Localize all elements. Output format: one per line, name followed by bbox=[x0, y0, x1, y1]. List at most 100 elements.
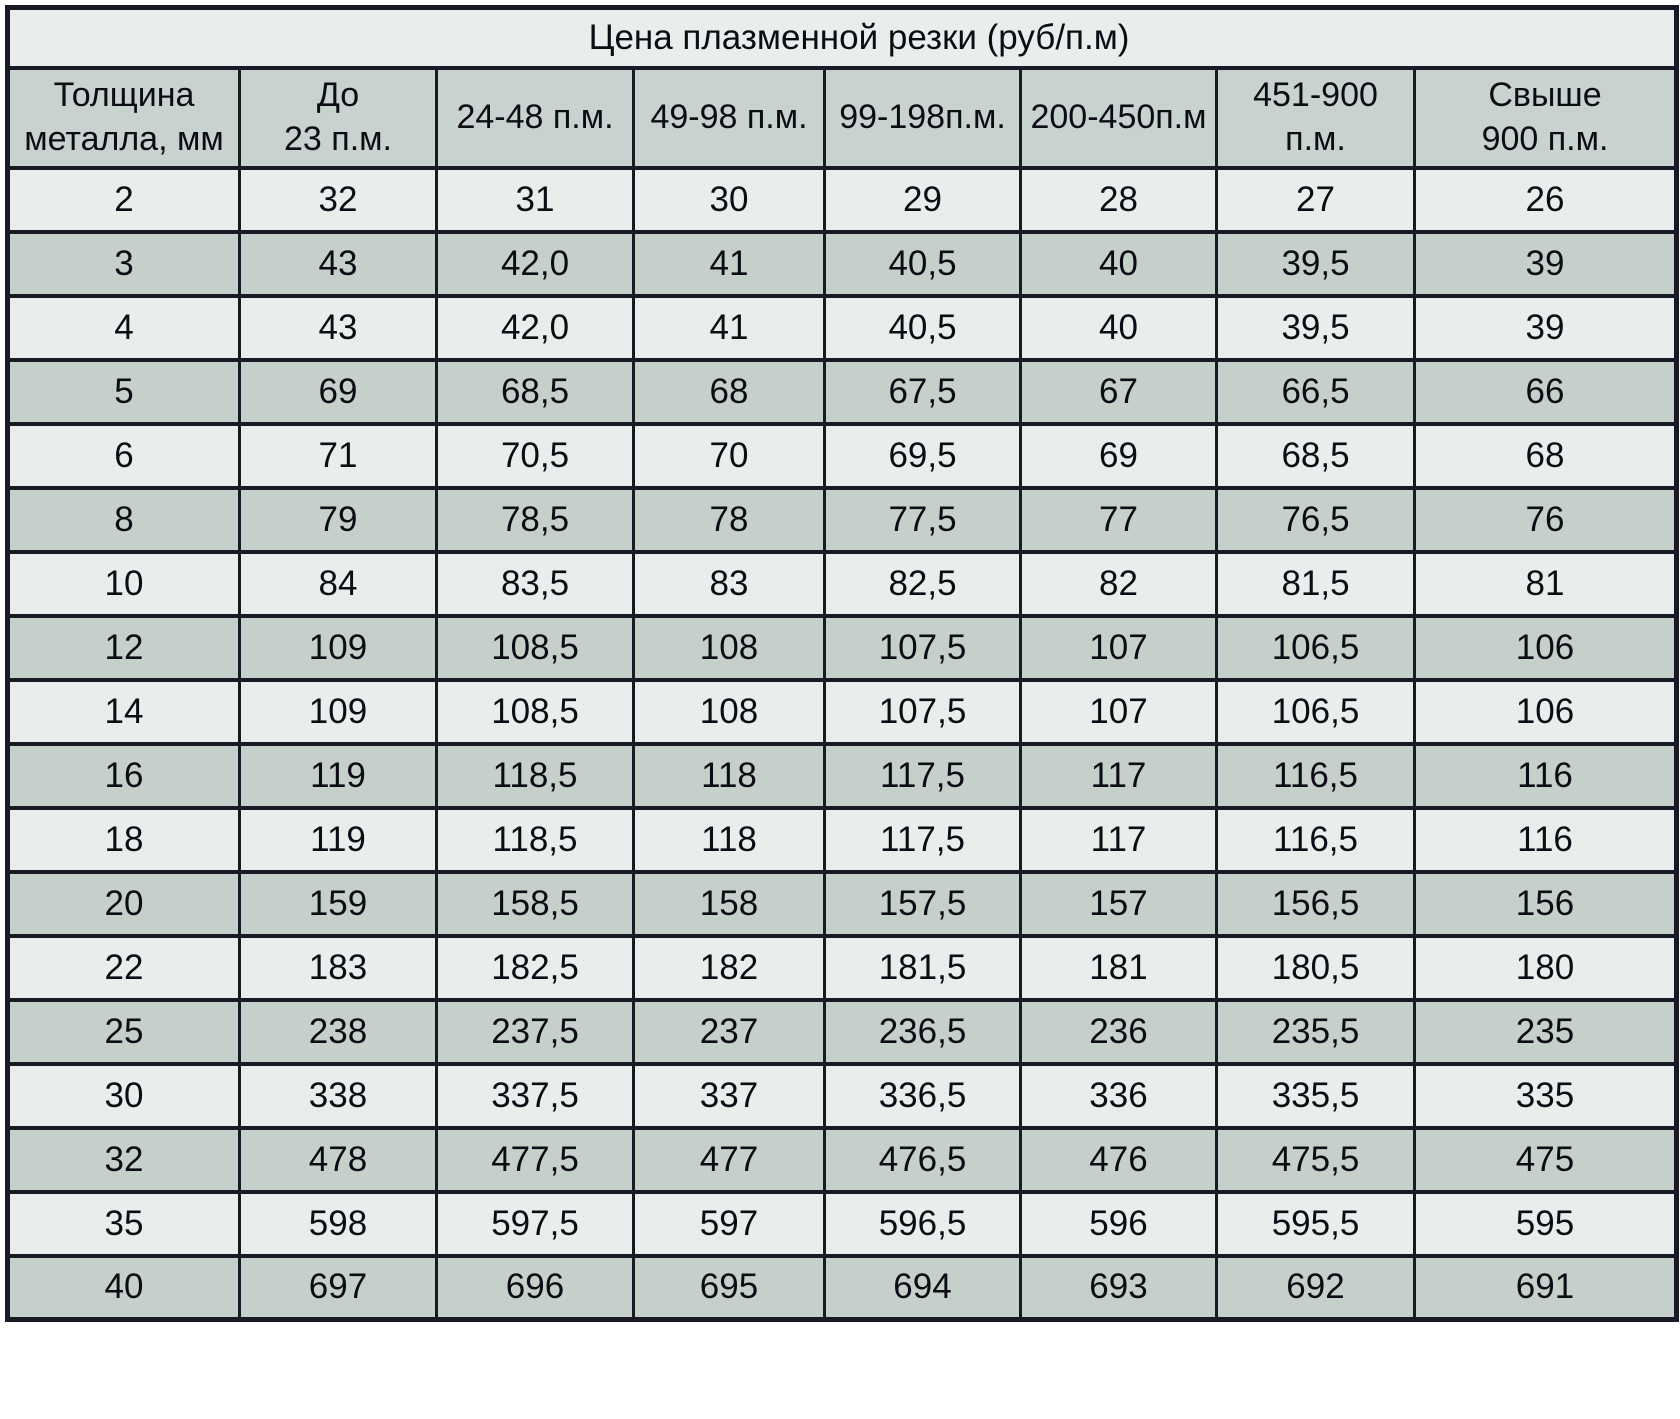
thickness-cell: 40 bbox=[6, 1253, 241, 1322]
price-cell: 39,5 bbox=[1215, 293, 1416, 362]
table-row: 20 159 158,5 158 157,5 157 156,5 156 bbox=[6, 869, 1679, 938]
thickness-cell: 35 bbox=[6, 1189, 241, 1258]
price-cell: 40 bbox=[1019, 229, 1218, 298]
table-row: 30 338 337,5 337 336,5 336 335,5 335 bbox=[6, 1061, 1679, 1130]
price-cell: 475 bbox=[1412, 1125, 1679, 1194]
table-row: 40 697 696 695 694 693 692 691 bbox=[6, 1253, 1679, 1322]
price-cell: 107,5 bbox=[823, 613, 1022, 682]
thickness-cell: 22 bbox=[6, 933, 241, 1002]
price-cell: 181,5 bbox=[823, 933, 1022, 1002]
price-cell: 82,5 bbox=[823, 549, 1022, 618]
column-header-upto-23: До 23 п.м. bbox=[238, 65, 438, 170]
price-cell: 39 bbox=[1412, 293, 1679, 362]
price-cell: 71 bbox=[238, 421, 438, 490]
price-cell: 157,5 bbox=[823, 869, 1022, 938]
thickness-cell: 32 bbox=[6, 1125, 241, 1194]
price-cell: 70,5 bbox=[435, 421, 635, 490]
column-header-24-48: 24-48 п.м. bbox=[435, 65, 635, 170]
price-cell: 182,5 bbox=[435, 933, 635, 1002]
price-cell: 30 bbox=[632, 165, 826, 234]
price-cell: 693 bbox=[1019, 1253, 1218, 1322]
price-table: Цена плазменной резки (руб/п.м) Толщина … bbox=[5, 5, 1680, 1322]
price-cell: 598 bbox=[238, 1189, 438, 1258]
price-cell: 238 bbox=[238, 997, 438, 1066]
price-cell: 43 bbox=[238, 293, 438, 362]
table-row: 2 32 31 30 29 28 27 26 bbox=[6, 165, 1679, 234]
price-cell: 159 bbox=[238, 869, 438, 938]
price-cell: 118,5 bbox=[435, 741, 635, 810]
price-cell: 116,5 bbox=[1215, 741, 1416, 810]
price-cell: 67 bbox=[1019, 357, 1218, 426]
price-cell: 107 bbox=[1019, 613, 1218, 682]
thickness-cell: 8 bbox=[6, 485, 241, 554]
thickness-cell: 20 bbox=[6, 869, 241, 938]
price-cell: 691 bbox=[1412, 1253, 1679, 1322]
price-cell: 40,5 bbox=[823, 229, 1022, 298]
price-cell: 42,0 bbox=[435, 293, 635, 362]
price-cell: 109 bbox=[238, 613, 438, 682]
price-cell: 27 bbox=[1215, 165, 1416, 234]
price-cell: 117,5 bbox=[823, 805, 1022, 874]
price-cell: 107 bbox=[1019, 677, 1218, 746]
price-cell: 39 bbox=[1412, 229, 1679, 298]
price-cell: 116 bbox=[1412, 741, 1679, 810]
price-cell: 29 bbox=[823, 165, 1022, 234]
price-cell: 70 bbox=[632, 421, 826, 490]
thickness-cell: 14 bbox=[6, 677, 241, 746]
column-header-49-98: 49-98 п.м. bbox=[632, 65, 826, 170]
thickness-cell: 25 bbox=[6, 997, 241, 1066]
price-cell: 694 bbox=[823, 1253, 1022, 1322]
price-cell: 108 bbox=[632, 613, 826, 682]
price-cell: 81,5 bbox=[1215, 549, 1416, 618]
price-cell: 40 bbox=[1019, 293, 1218, 362]
price-cell: 595,5 bbox=[1215, 1189, 1416, 1258]
price-cell: 106,5 bbox=[1215, 677, 1416, 746]
price-cell: 158,5 bbox=[435, 869, 635, 938]
price-cell: 108,5 bbox=[435, 677, 635, 746]
table-header-row: Толщина металла, мм До 23 п.м. 24-48 п.м… bbox=[6, 65, 1679, 170]
table-header: Цена плазменной резки (руб/п.м) Толщина … bbox=[5, 5, 1679, 170]
price-cell: 106 bbox=[1412, 613, 1679, 682]
table-row: 25 238 237,5 237 236,5 236 235,5 235 bbox=[6, 997, 1679, 1066]
price-cell: 43 bbox=[238, 229, 438, 298]
price-cell: 66,5 bbox=[1215, 357, 1416, 426]
price-cell: 477,5 bbox=[435, 1125, 635, 1194]
table-row: 18 119 118,5 118 117,5 117 116,5 116 bbox=[6, 805, 1679, 874]
price-cell: 118 bbox=[632, 805, 826, 874]
price-cell: 477 bbox=[632, 1125, 826, 1194]
price-cell: 476 bbox=[1019, 1125, 1218, 1194]
price-cell: 76,5 bbox=[1215, 485, 1416, 554]
price-cell: 235 bbox=[1412, 997, 1679, 1066]
price-cell: 76 bbox=[1412, 485, 1679, 554]
price-cell: 337 bbox=[632, 1061, 826, 1130]
table-row: 14 109 108,5 108 107,5 107 106,5 106 bbox=[6, 677, 1679, 746]
column-header-200-450: 200-450п.м bbox=[1019, 65, 1218, 170]
price-cell: 118 bbox=[632, 741, 826, 810]
price-cell: 77 bbox=[1019, 485, 1218, 554]
price-cell: 68,5 bbox=[1215, 421, 1416, 490]
price-cell: 69,5 bbox=[823, 421, 1022, 490]
price-cell: 183 bbox=[238, 933, 438, 1002]
thickness-cell: 6 bbox=[6, 421, 241, 490]
price-cell: 478 bbox=[238, 1125, 438, 1194]
price-cell: 692 bbox=[1215, 1253, 1416, 1322]
price-cell: 119 bbox=[238, 741, 438, 810]
price-cell: 68,5 bbox=[435, 357, 635, 426]
price-cell: 84 bbox=[238, 549, 438, 618]
price-cell: 476,5 bbox=[823, 1125, 1022, 1194]
price-cell: 597,5 bbox=[435, 1189, 635, 1258]
price-cell: 696 bbox=[435, 1253, 635, 1322]
price-cell: 26 bbox=[1412, 165, 1679, 234]
price-cell: 106,5 bbox=[1215, 613, 1416, 682]
thickness-cell: 12 bbox=[6, 613, 241, 682]
price-cell: 695 bbox=[632, 1253, 826, 1322]
table-row: 3 43 42,0 41 40,5 40 39,5 39 bbox=[6, 229, 1679, 298]
price-cell: 40,5 bbox=[823, 293, 1022, 362]
price-cell: 108 bbox=[632, 677, 826, 746]
table-row: 32 478 477,5 477 476,5 476 475,5 475 bbox=[6, 1125, 1679, 1194]
price-cell: 697 bbox=[238, 1253, 438, 1322]
price-cell: 82 bbox=[1019, 549, 1218, 618]
price-cell: 158 bbox=[632, 869, 826, 938]
price-cell: 107,5 bbox=[823, 677, 1022, 746]
